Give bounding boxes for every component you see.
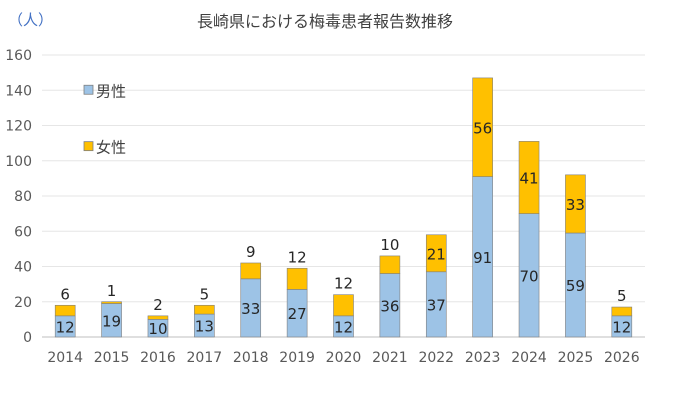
y-tick-label: 160 xyxy=(5,48,32,64)
bar-female xyxy=(286,267,308,290)
y-tick-label: 120 xyxy=(5,119,32,135)
data-label: 1 xyxy=(107,282,117,300)
y-tick-label: 80 xyxy=(14,189,32,205)
data-label: 91 xyxy=(473,249,492,267)
x-tick-label: 2016 xyxy=(140,350,176,366)
data-label: 13 xyxy=(195,318,214,336)
x-tick-label: 2014 xyxy=(47,350,83,366)
data-label: 12 xyxy=(612,318,631,336)
y-tick-label: 40 xyxy=(14,260,32,276)
legend-swatch xyxy=(83,84,94,95)
bar-female xyxy=(54,304,76,317)
data-label: 59 xyxy=(566,277,585,295)
data-label: 27 xyxy=(288,305,307,323)
y-tick-label: 60 xyxy=(14,224,32,240)
bar-female xyxy=(147,315,169,320)
x-tick-label: 2017 xyxy=(187,350,223,366)
data-label: 41 xyxy=(519,169,538,187)
data-label: 12 xyxy=(334,275,353,293)
bar-female xyxy=(425,234,447,273)
chart-title: 長崎県における梅毒患者報告数推移 xyxy=(197,12,453,31)
data-label: 37 xyxy=(427,296,446,314)
bar-female xyxy=(565,174,586,234)
legend-label: 女性 xyxy=(96,139,126,157)
data-label: 12 xyxy=(56,318,75,336)
y-tick-label: 0 xyxy=(23,330,32,346)
bar-female xyxy=(194,304,215,315)
data-label: 21 xyxy=(427,245,446,263)
bar-female xyxy=(472,77,493,177)
bar-female xyxy=(240,262,262,280)
data-label: 9 xyxy=(246,243,256,261)
x-tick-label: 2022 xyxy=(418,350,454,366)
data-label: 6 xyxy=(60,285,70,303)
legend-label: 男性 xyxy=(96,82,126,100)
y-tick-label: 140 xyxy=(5,83,32,99)
data-label: 36 xyxy=(380,297,399,315)
bar-female xyxy=(333,294,354,317)
data-label: 70 xyxy=(519,267,538,285)
x-tick-label: 2018 xyxy=(233,350,269,366)
legend-swatch xyxy=(83,141,94,152)
data-label: 5 xyxy=(617,287,627,305)
bar-female xyxy=(379,255,401,274)
data-label: 10 xyxy=(380,236,399,254)
x-tick-label: 2025 xyxy=(558,350,594,366)
x-tick-label: 2021 xyxy=(372,350,408,366)
x-tick-label: 2015 xyxy=(94,350,130,366)
x-tick-label: 2020 xyxy=(326,350,362,366)
data-label: 2 xyxy=(153,296,163,314)
x-tick-label: 2026 xyxy=(604,350,640,366)
data-label: 19 xyxy=(102,312,121,330)
data-label: 33 xyxy=(566,196,585,214)
data-label: 10 xyxy=(148,320,167,338)
data-label: 33 xyxy=(241,300,260,318)
x-tick-label: 2019 xyxy=(279,350,315,366)
bar-female xyxy=(101,301,122,304)
bar-female xyxy=(611,306,633,317)
y-tick-label: 100 xyxy=(5,154,32,170)
x-tick-label: 2024 xyxy=(511,350,547,366)
y-axis-unit-label: （人） xyxy=(8,11,53,29)
data-label: 12 xyxy=(288,248,307,266)
data-label: 5 xyxy=(200,285,210,303)
x-tick-label: 2023 xyxy=(465,350,501,366)
y-tick-label: 20 xyxy=(14,295,32,311)
data-label: 56 xyxy=(473,119,492,137)
bar-female xyxy=(518,141,540,214)
data-label: 12 xyxy=(334,318,353,336)
